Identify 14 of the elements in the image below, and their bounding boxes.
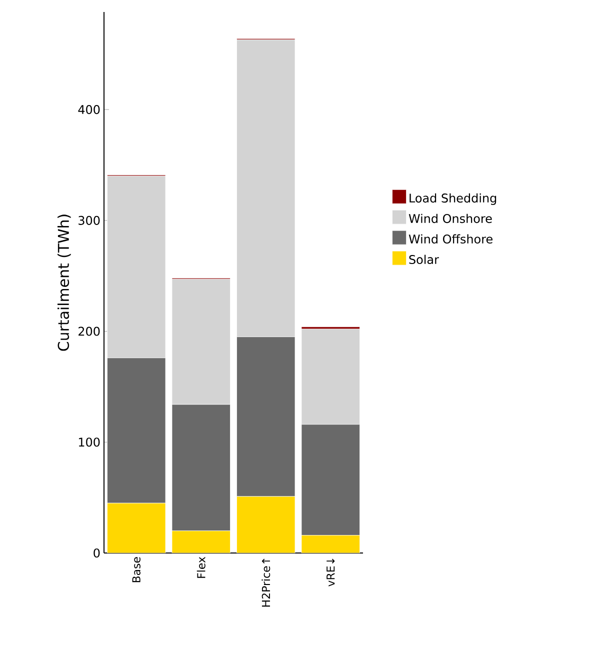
x-tick-label: Base [132, 557, 140, 582]
y-tick-label: 100 [78, 438, 100, 447]
legend-label: Wind Offshore [408, 234, 492, 244]
legend-label: Load Shedding [410, 193, 496, 205]
x-tick-label: vRE↓ [326, 558, 335, 586]
y-tick-label: 0 [94, 548, 100, 558]
legend-label: Wind Onshore [408, 214, 492, 224]
y-tick-label: 400 [78, 105, 100, 114]
x-tick-label: Flex [196, 556, 206, 578]
x-tick-label: H2Price↑ [262, 558, 270, 607]
y-axis-title: Curtailment (TWh) [58, 214, 71, 351]
legend-label: Solar [409, 254, 439, 264]
y-tick-label: 300 [78, 216, 100, 225]
y-tick-label: 200 [78, 326, 100, 336]
